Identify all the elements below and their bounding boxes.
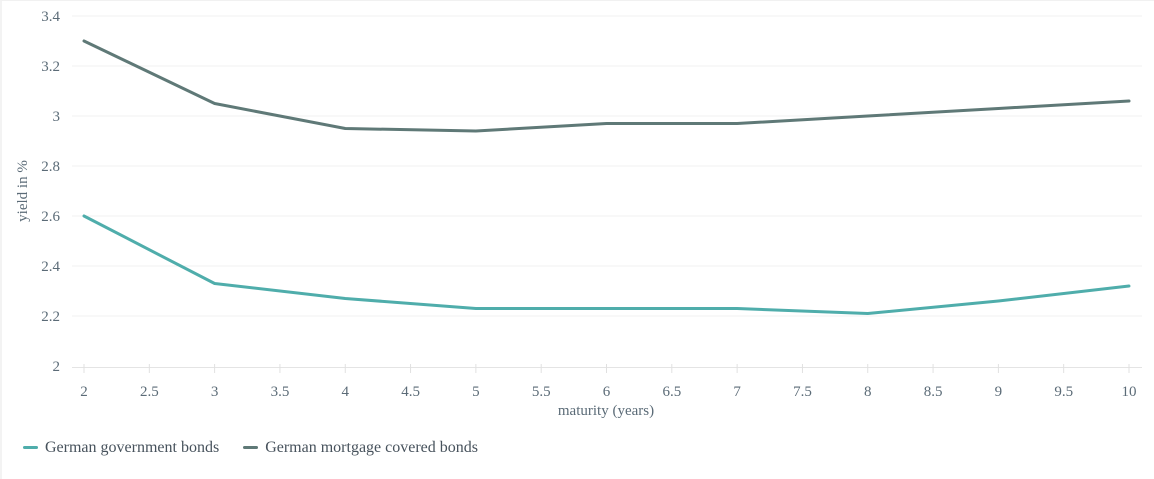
x-tick-label: 6.5 <box>662 384 681 400</box>
x-tick-label: 8.5 <box>924 384 943 400</box>
x-tick-label: 3 <box>211 384 219 400</box>
x-axis-title: maturity (years) <box>558 403 654 419</box>
x-tick-label: 4 <box>342 384 350 400</box>
x-tick-label: 7.5 <box>793 384 812 400</box>
x-tick-label: 9.5 <box>1054 384 1073 400</box>
tick-label-layer: 2 2.2 2.4 2.6 2.8 3 3.2 3.4 2 2.5 3 3.5 4 4.5 5 5.5 6 6.5… <box>41 9 1136 400</box>
x-tick-label: 8 <box>864 384 872 400</box>
legend-label: German government bonds <box>45 439 220 456</box>
y-tick-label: 3.4 <box>41 9 60 25</box>
plot-area: 2 2.2 2.4 2.6 2.8 3 3.2 3.4 2 2.5 3 3.5 4 4.5 5 5.5 6 6.5… <box>15 9 1142 419</box>
y-tick-label: 2 <box>53 359 61 375</box>
series-line-german-mortgage-covered-bonds <box>82 39 1131 133</box>
grid-layer <box>72 15 1142 317</box>
y-tick-label: 3.2 <box>41 59 60 75</box>
x-tick-label: 3.5 <box>271 384 290 400</box>
x-tick-label: 2.5 <box>140 384 159 400</box>
legend-item-german-government-bonds[interactable]: German government bonds <box>23 439 219 456</box>
y-tick-label: 2.4 <box>41 259 60 275</box>
y-tick-label: 2.6 <box>41 209 60 225</box>
y-tick-label: 2.8 <box>41 159 60 175</box>
axis-layer <box>72 364 1142 373</box>
x-tick-label: 2 <box>80 384 88 400</box>
legend: German government bonds German mortgage c… <box>23 439 478 456</box>
x-tick-label: 7 <box>733 384 741 400</box>
legend-dash-icon <box>243 446 259 449</box>
x-tick-label: 5.5 <box>532 384 551 400</box>
x-tick-label: 10 <box>1122 384 1137 400</box>
x-tick-label: 6 <box>603 384 611 400</box>
legend-label: German mortgage covered bonds <box>265 439 478 456</box>
y-axis-title: yield in % <box>15 160 31 222</box>
series-line-german-government-bonds <box>82 214 1131 315</box>
x-tick-label: 4.5 <box>401 384 420 400</box>
legend-item-german-mortgage-covered-bonds[interactable]: German mortgage covered bonds <box>243 439 478 456</box>
x-tick-label: 9 <box>995 384 1003 400</box>
legend-dash-icon <box>23 446 38 449</box>
x-tick-label: 5 <box>472 384 480 400</box>
series-layer <box>82 39 1131 315</box>
y-tick-label: 2.2 <box>41 309 60 325</box>
y-tick-label: 3 <box>53 109 61 125</box>
